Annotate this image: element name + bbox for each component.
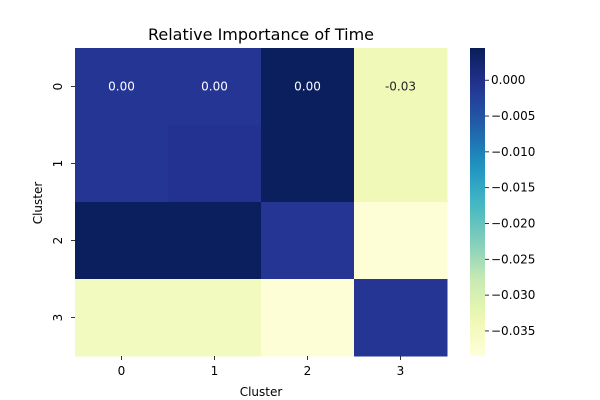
colorbar-tick-label: 0.000 [491,73,525,87]
heatmap-cell [75,279,169,357]
y-tick-label: 1 [51,160,65,168]
y-axis-ticks: 0 1 2 3 [51,83,75,322]
heatmap-cell [75,125,169,203]
heatmap-annotations: 0.00 0.00 0.00 -0.03 [108,80,416,94]
colorbar-tick-label: −0.010 [491,145,535,159]
colorbar-tick-label: −0.030 [491,288,535,302]
heatmap-cell [261,48,355,126]
heatmap-cell [75,202,169,280]
colorbar-tick-label: −0.025 [491,252,535,266]
y-axis-label: Cluster [31,182,45,225]
heatmap-cell [261,202,355,280]
cell-annotation: 0.00 [108,80,135,94]
heatmap-cell [354,125,448,203]
heatmap-cell [168,202,262,280]
colorbar-ticks: 0.000 −0.005 −0.010 −0.015 −0.020 −0.025 −0.03… [485,73,535,338]
colorbar-tick-label: −0.020 [491,216,535,230]
cell-annotation: 0.00 [201,80,228,94]
cell-annotation: -0.03 [385,80,416,94]
y-tick-label: 3 [51,314,65,322]
heatmap-cell [261,125,355,203]
cell-annotation: 0.00 [294,80,321,94]
colorbar-tick-label: −0.005 [491,109,535,123]
heatmap-cell [354,202,448,280]
heatmap-cell [261,279,355,357]
chart-title: Relative Importance of Time [148,25,374,44]
heatmap-cells [75,48,448,357]
x-tick-label: 3 [397,364,405,378]
colorbar-tick-label: −0.015 [491,181,535,195]
x-tick-label: 2 [304,364,312,378]
x-axis-label: Cluster [240,385,283,399]
heatmap-cell [168,48,262,126]
colorbar [470,48,485,356]
x-tick-label: 0 [118,364,126,378]
colorbar-tick-label: −0.035 [491,324,535,338]
heatmap-cell [354,48,448,126]
heatmap-cell [168,125,262,203]
y-tick-label: 0 [51,83,65,91]
y-tick-label: 2 [51,237,65,245]
x-tick-label: 1 [211,364,219,378]
x-axis-ticks: 0 1 2 3 [118,356,405,378]
heatmap-cell [168,279,262,357]
heatmap-cell [75,48,169,126]
heatmap-cell [354,279,448,357]
